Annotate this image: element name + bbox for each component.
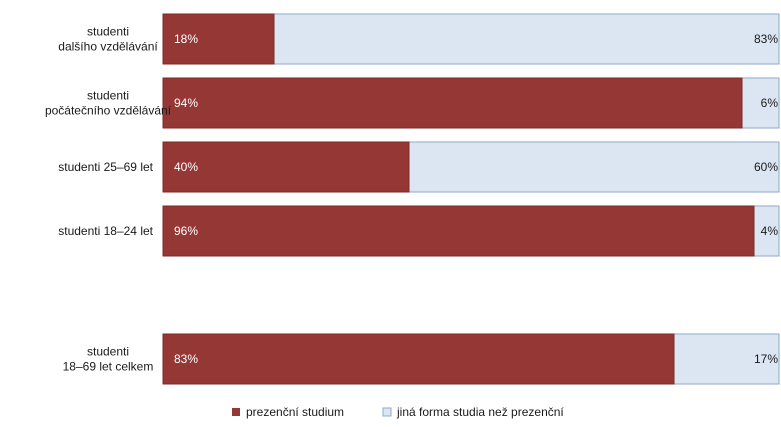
legend: prezenční studium jiná forma studia než p… — [232, 405, 564, 419]
value-label-other-form-1: 83% — [754, 32, 778, 46]
bar-other-form-1 — [273, 13, 780, 65]
legend-swatch-full-time — [232, 408, 240, 416]
bar-full-time-2 — [162, 77, 743, 129]
legend-label-full-time: prezenční studium — [246, 405, 344, 419]
bar-full-time-1 — [162, 13, 275, 65]
bar-other-form-3 — [408, 141, 780, 193]
bar-full-time-5 — [162, 333, 675, 385]
bar-full-time-3 — [162, 141, 410, 193]
legend-label-other-form: jiná forma studia než prezenční — [396, 405, 564, 419]
legend-swatch-other-form — [382, 407, 392, 417]
category-label-2-line-2: počátečního vzdělávání — [45, 104, 172, 118]
value-label-other-form-2: 6% — [761, 96, 779, 110]
bar-full-time-4 — [162, 205, 755, 257]
value-label-full-time-1: 18% — [174, 32, 198, 46]
category-label-4-line-1: studenti 18–24 let — [58, 224, 153, 238]
value-label-full-time-2: 94% — [174, 96, 198, 110]
category-label-3-line-1: studenti 25–69 let — [58, 160, 153, 174]
bar-other-form-2 — [741, 77, 780, 129]
value-label-full-time-4: 96% — [174, 224, 198, 238]
value-label-full-time-3: 40% — [174, 160, 198, 174]
value-label-other-form-5: 17% — [754, 352, 778, 366]
value-label-other-form-3: 60% — [754, 160, 778, 174]
category-label-2-line-1: studenti — [87, 89, 129, 103]
bar-other-form-4 — [753, 205, 780, 257]
bars-layer: 18% 83% 94% 6% 40% 60% 96% 4% 83% 17% — [162, 13, 780, 385]
value-label-other-form-4: 4% — [761, 224, 779, 238]
category-label-5-line-1: studenti — [87, 345, 129, 359]
category-label-1-line-2: dalšího vzdělávání — [58, 40, 158, 54]
category-label-5-line-2: 18–69 let celkem — [63, 360, 154, 374]
category-label-1-line-1: studenti — [87, 25, 129, 39]
bar-other-form-5 — [673, 333, 780, 385]
value-label-full-time-5: 83% — [174, 352, 198, 366]
